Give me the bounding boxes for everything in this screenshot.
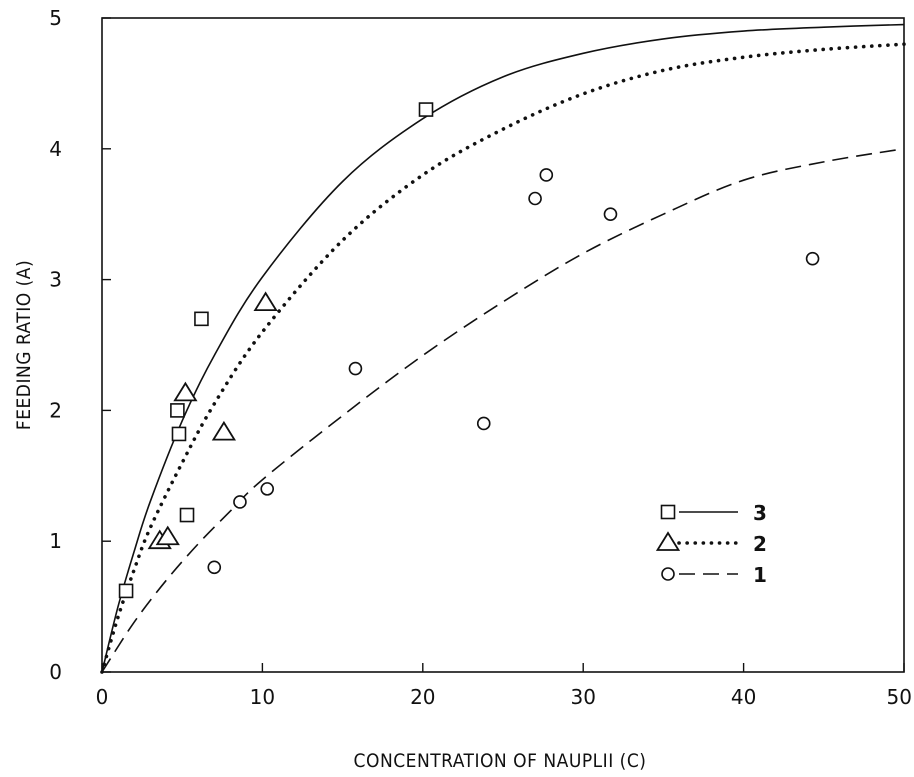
series-1-point xyxy=(476,416,491,431)
legend-marker-1 xyxy=(661,567,675,581)
series-3-point xyxy=(179,507,195,523)
series-3-curve xyxy=(101,23,905,673)
x-tick-label: 30 xyxy=(570,685,595,709)
series-1-point xyxy=(260,482,275,496)
series-1-point xyxy=(233,495,247,509)
y-tick-label: 0 xyxy=(49,660,62,684)
y-tick-label: 5 xyxy=(49,6,62,30)
legend-label-3: 3 xyxy=(753,501,767,525)
legend-label-2: 2 xyxy=(753,532,767,556)
y-axis-ticks: 0 1 2 3 4 5 xyxy=(49,6,111,684)
series-1-curve xyxy=(101,148,905,673)
series-2-point xyxy=(253,291,278,312)
series-3-point xyxy=(170,403,185,418)
series-1-point xyxy=(539,168,554,182)
series-2-point xyxy=(173,381,198,402)
legend-marker-3 xyxy=(660,504,676,520)
series-1-point xyxy=(348,361,363,376)
legend-label-1: 1 xyxy=(753,563,767,587)
y-axis-title: FEEDING RATIO (A) xyxy=(13,260,35,430)
series-2-point xyxy=(211,420,237,441)
x-tick-label: 40 xyxy=(731,685,756,709)
series-3-point xyxy=(194,311,209,327)
x-tick-label: 50 xyxy=(887,685,912,709)
y-tick-label: 1 xyxy=(49,529,62,553)
legend-marker-2 xyxy=(655,531,681,551)
x-axis-title: CONCENTRATION OF NAUPLII (C) xyxy=(354,750,647,772)
series-3-point xyxy=(418,102,434,117)
plot-frame xyxy=(101,17,905,673)
series-1-point xyxy=(528,191,542,206)
x-tick-label: 0 xyxy=(96,685,109,709)
series-2-curve xyxy=(100,42,906,674)
legend: 3 2 1 xyxy=(655,501,767,587)
series-2-point xyxy=(155,525,180,546)
y-tick-label: 4 xyxy=(49,137,62,161)
series-1-point xyxy=(207,560,222,575)
data-points xyxy=(118,102,820,599)
series-1-point xyxy=(603,207,618,221)
plot-border xyxy=(101,17,905,673)
series-3-point xyxy=(171,426,187,442)
y-tick-label: 3 xyxy=(49,268,62,292)
x-tick-label: 20 xyxy=(410,685,435,709)
x-tick-label: 10 xyxy=(250,685,275,709)
series-1-point xyxy=(805,251,820,266)
y-tick-label: 2 xyxy=(49,398,62,422)
fit-curves xyxy=(100,23,906,674)
x-axis-ticks: 0 10 20 30 40 50 xyxy=(96,663,912,709)
series-3-point xyxy=(118,583,134,599)
